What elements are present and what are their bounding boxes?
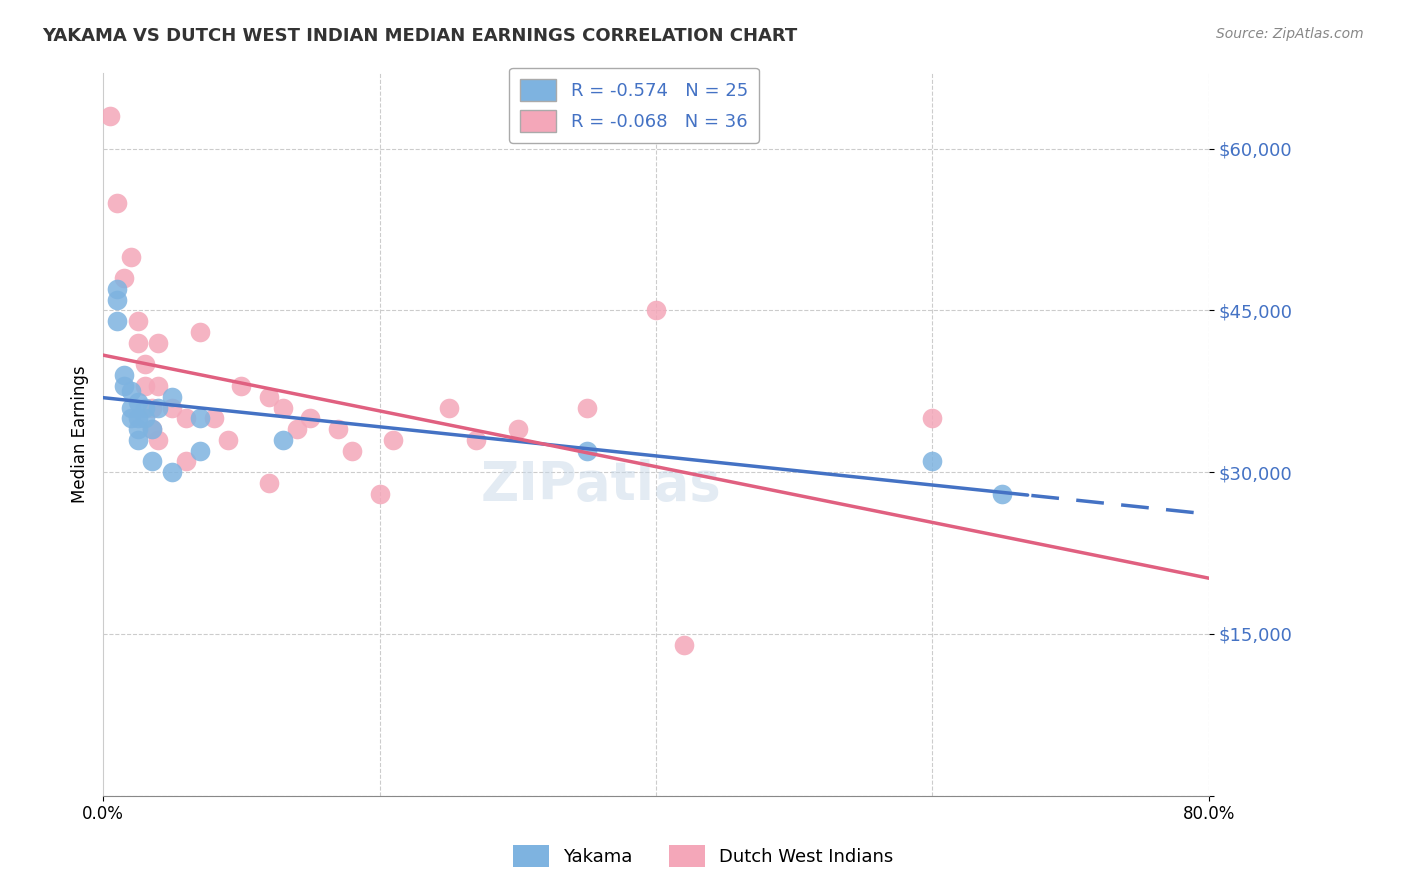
- Point: [271, 401, 294, 415]
- Point: [672, 638, 695, 652]
- Point: [257, 390, 280, 404]
- Point: [134, 379, 156, 393]
- Point: [368, 487, 391, 501]
- Point: [285, 422, 308, 436]
- Point: [202, 411, 225, 425]
- Point: [188, 443, 211, 458]
- Legend: Yakama, Dutch West Indians: Yakama, Dutch West Indians: [505, 838, 901, 874]
- Point: [257, 476, 280, 491]
- Point: [162, 390, 184, 404]
- Point: [990, 487, 1012, 501]
- Point: [188, 325, 211, 339]
- Point: [217, 433, 239, 447]
- Text: Source: ZipAtlas.com: Source: ZipAtlas.com: [1216, 27, 1364, 41]
- Point: [127, 433, 149, 447]
- Point: [134, 401, 156, 415]
- Point: [120, 250, 142, 264]
- Text: ZIPatlas: ZIPatlas: [481, 459, 721, 511]
- Point: [575, 401, 598, 415]
- Point: [148, 433, 170, 447]
- Point: [98, 109, 121, 123]
- Point: [271, 433, 294, 447]
- Point: [340, 443, 363, 458]
- Point: [188, 411, 211, 425]
- Point: [127, 395, 149, 409]
- Point: [382, 433, 405, 447]
- Point: [326, 422, 349, 436]
- Point: [127, 314, 149, 328]
- Point: [645, 303, 668, 318]
- Text: YAKAMA VS DUTCH WEST INDIAN MEDIAN EARNINGS CORRELATION CHART: YAKAMA VS DUTCH WEST INDIAN MEDIAN EARNI…: [42, 27, 797, 45]
- Legend: R = -0.574   N = 25, R = -0.068   N = 36: R = -0.574 N = 25, R = -0.068 N = 36: [509, 68, 759, 143]
- Point: [134, 411, 156, 425]
- Point: [148, 401, 170, 415]
- Point: [141, 454, 163, 468]
- Point: [105, 195, 128, 210]
- Point: [105, 293, 128, 307]
- Point: [575, 443, 598, 458]
- Point: [506, 422, 529, 436]
- Point: [127, 422, 149, 436]
- Point: [141, 422, 163, 436]
- Point: [437, 401, 460, 415]
- Point: [141, 422, 163, 436]
- Point: [141, 401, 163, 415]
- Point: [127, 411, 149, 425]
- Point: [148, 335, 170, 350]
- Point: [921, 454, 943, 468]
- Point: [105, 282, 128, 296]
- Point: [162, 465, 184, 479]
- Point: [112, 379, 135, 393]
- Point: [120, 411, 142, 425]
- Point: [299, 411, 322, 425]
- Y-axis label: Median Earnings: Median Earnings: [72, 366, 89, 503]
- Point: [921, 411, 943, 425]
- Point: [162, 401, 184, 415]
- Point: [112, 271, 135, 285]
- Point: [105, 314, 128, 328]
- Point: [127, 335, 149, 350]
- Point: [465, 433, 488, 447]
- Point: [174, 454, 197, 468]
- Point: [134, 358, 156, 372]
- Point: [120, 401, 142, 415]
- Point: [112, 368, 135, 383]
- Point: [231, 379, 253, 393]
- Point: [174, 411, 197, 425]
- Point: [120, 384, 142, 399]
- Point: [148, 379, 170, 393]
